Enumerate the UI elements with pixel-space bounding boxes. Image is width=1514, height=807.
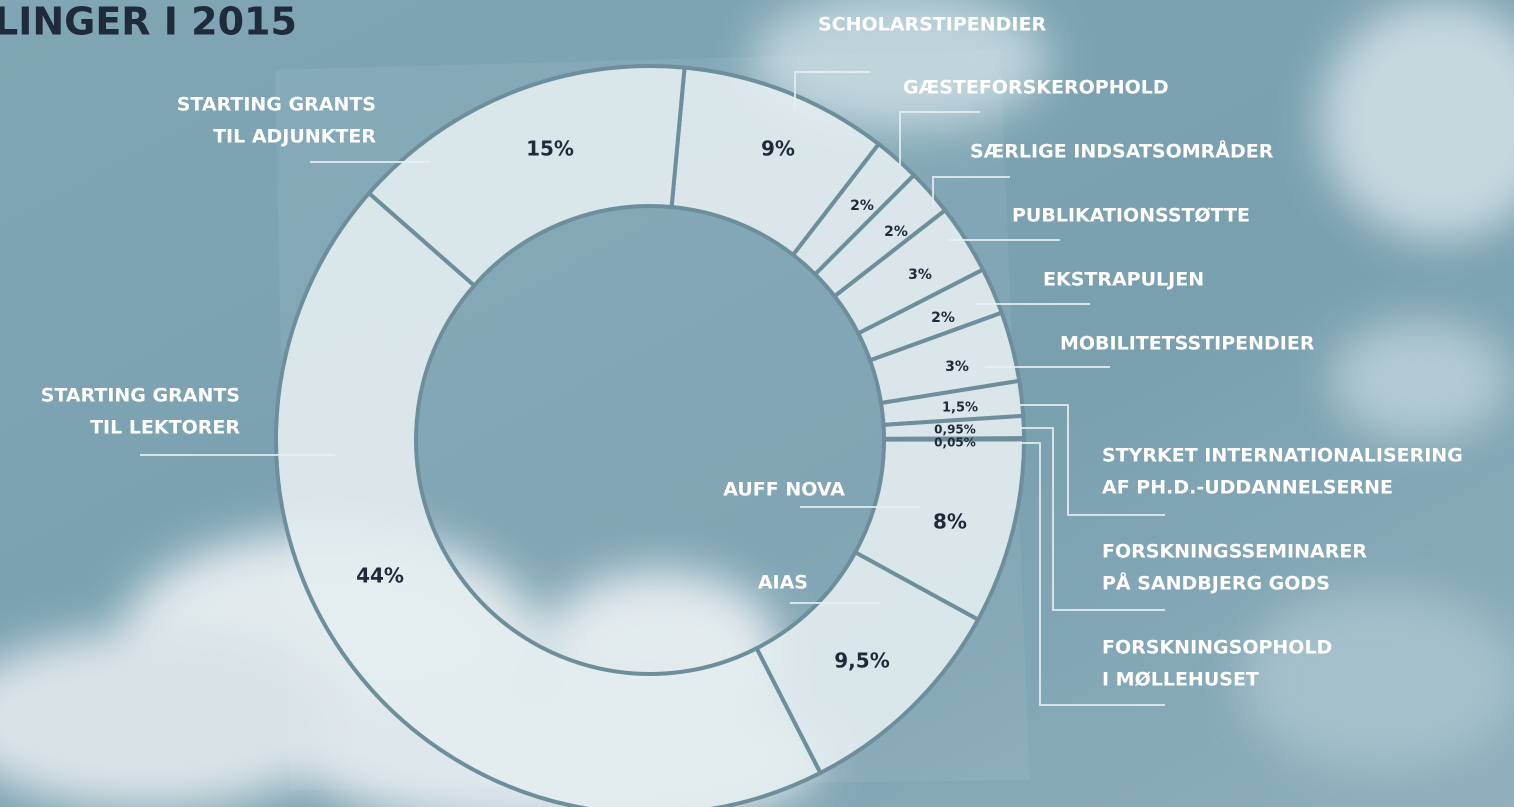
chart-title: LINGER I 2015 <box>0 0 297 44</box>
category-label: PUBLIKATIONSSTØTTE <box>1012 205 1250 227</box>
value-label: 9,5% <box>834 649 889 673</box>
category-label: EKSTRAPULJEN <box>1043 269 1204 291</box>
category-label: MOBILITETSSTIPENDIER <box>1060 333 1315 355</box>
leader-line <box>1020 404 1165 516</box>
category-label: GÆSTEFORSKEROPHOLD <box>903 77 1169 99</box>
category-label: STARTING GRANTS <box>41 385 240 407</box>
value-label: 0,05% <box>934 436 976 450</box>
value-label: 1,5% <box>942 401 978 416</box>
category-label: AIAS <box>758 572 808 594</box>
leader-line <box>794 71 870 110</box>
value-label: 8% <box>933 510 967 534</box>
category-label: AUFF NOVA <box>723 479 845 501</box>
value-label: 15% <box>526 137 574 161</box>
category-label: TIL ADJUNKTER <box>213 126 376 148</box>
value-label: 9% <box>761 137 795 161</box>
category-label: PÅ SANDBJERG GODS <box>1102 571 1330 595</box>
leader-line <box>932 176 1010 205</box>
category-label: TIL LEKTORER <box>90 417 240 439</box>
leader-line <box>1020 442 1165 706</box>
category-label: STYRKET INTERNATIONALISERING <box>1102 445 1463 467</box>
category-label: SÆRLIGE INDSATSOMRÅDER <box>970 139 1274 163</box>
value-label: 2% <box>850 198 874 214</box>
category-label: FORSKNINGSSEMINARER <box>1102 541 1367 563</box>
category-label: I MØLLEHUSET <box>1102 669 1259 691</box>
donut-segment <box>366 64 687 289</box>
value-label: 2% <box>884 224 908 240</box>
value-label: 3% <box>908 267 932 283</box>
donut-segment <box>273 190 824 807</box>
category-label: FORSKNINGSOPHOLD <box>1102 637 1332 659</box>
category-label: STARTING GRANTS <box>177 94 376 116</box>
category-label: AF PH.D.-UDDANNELSERNE <box>1102 477 1393 499</box>
value-label: 44% <box>356 564 404 588</box>
value-label: 2% <box>931 310 955 326</box>
value-label: 0,95% <box>934 423 976 437</box>
category-label: SCHOLARSTIPENDIER <box>818 14 1046 36</box>
leader-line <box>1020 427 1165 611</box>
value-label: 3% <box>945 359 969 375</box>
leader-line <box>899 111 980 165</box>
